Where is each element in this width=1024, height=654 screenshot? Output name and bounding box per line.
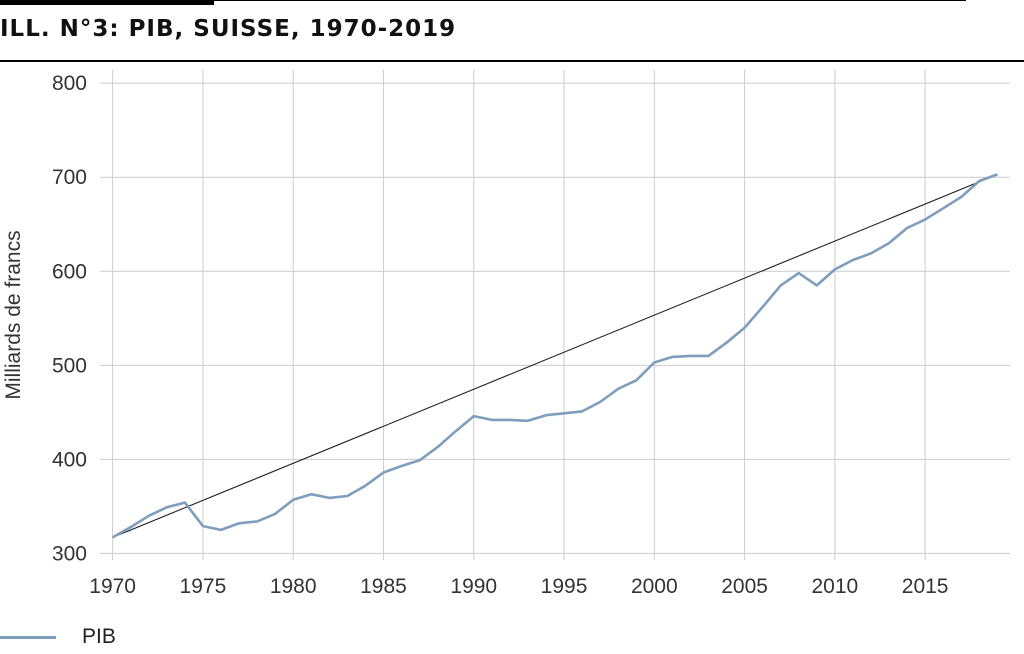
top-bar-thin [214, 0, 966, 1]
y-tick-label-700: 700 [52, 166, 87, 189]
y-tick-label-800: 800 [52, 72, 87, 95]
legend-swatch-pib [0, 635, 56, 639]
title-rule [0, 60, 1024, 62]
y-axis-label: Milliards de francs [2, 230, 25, 399]
x-tick-label-1985: 1985 [360, 575, 407, 598]
y-tick-label-300: 300 [52, 542, 87, 565]
top-bar-thick [0, 0, 214, 5]
trend-line [112, 173, 998, 538]
x-tick-label-1995: 1995 [541, 575, 588, 598]
legend-label-pib: PIB [82, 625, 116, 648]
x-tick-label-1970: 1970 [89, 575, 136, 598]
x-tick-label-2015: 2015 [902, 575, 949, 598]
legend: PIB [0, 624, 116, 650]
y-tick-label-400: 400 [52, 448, 87, 471]
y-tick-label-600: 600 [52, 260, 87, 283]
y-tick-label-500: 500 [52, 354, 87, 377]
x-tick-label-2000: 2000 [631, 575, 678, 598]
x-tick-label-2010: 2010 [812, 575, 859, 598]
series-line-pib [111, 173, 998, 539]
x-tick-label-1990: 1990 [450, 575, 497, 598]
x-tick-label-1975: 1975 [180, 575, 227, 598]
x-tick-label-1980: 1980 [270, 575, 317, 598]
pib-line-chart: 300 400 500 600 700 800 1970 1975 1980 1985 1990 19… [2, 70, 1010, 598]
x-tick-label-2005: 2005 [721, 575, 768, 598]
chart-title: ILL. N°3: PIB, SUISSE, 1970-2019 [0, 16, 457, 42]
